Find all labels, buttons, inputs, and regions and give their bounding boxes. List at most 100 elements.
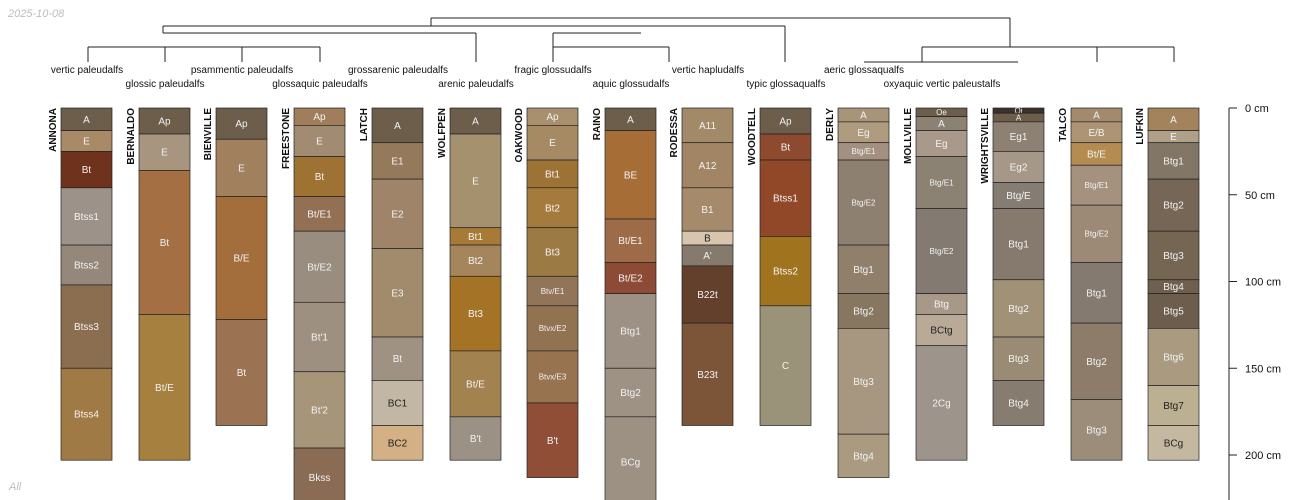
horizon (681, 265, 734, 324)
horizon (604, 218, 657, 263)
horizon-label: A (1016, 113, 1022, 122)
horizon-label: Bt/E (155, 383, 174, 394)
horizon (915, 130, 968, 157)
profile-rodessa: RODESSA A11 A12 B1 B A' B22t B23t (669, 107, 734, 426)
horizon-label: Bt2 (545, 203, 560, 214)
horizon (604, 293, 657, 369)
horizon (138, 107, 191, 135)
horizon-label: B/E (233, 254, 249, 265)
horizon (293, 156, 346, 197)
horizon (681, 187, 734, 232)
horizon-label: Btg/E2 (851, 198, 876, 207)
horizon (759, 159, 812, 237)
profile-name: WOODTELL (747, 108, 758, 165)
horizon (915, 156, 968, 209)
horizon-label: B23t (697, 370, 718, 381)
horizon (915, 345, 968, 461)
horizon (992, 121, 1045, 152)
horizon-label: A' (703, 251, 712, 262)
horizon-label: Btg2 (1086, 357, 1107, 368)
taxon-label: grossarenic paleudalfs (348, 65, 448, 76)
profile-name: LUFKIN (1135, 108, 1146, 145)
horizon (759, 133, 812, 161)
horizon (526, 124, 579, 161)
horizon-label: A (627, 115, 634, 126)
horizon-label: Btg2 (1008, 304, 1029, 315)
horizon (371, 107, 424, 144)
horizon (992, 208, 1045, 281)
horizon-label: B't (547, 436, 559, 447)
horizon (759, 305, 812, 426)
horizon-label: B (704, 234, 711, 245)
horizon-label: Btg1 (1086, 288, 1107, 299)
profile-name: OAKWOOD (514, 108, 525, 162)
horizon-label: A (472, 117, 479, 128)
horizon-label: Btg/E1 (929, 178, 954, 187)
horizon-label: E (83, 136, 90, 147)
horizon-label: B22t (697, 290, 718, 301)
profile-oakwood: OAKWOOD Ap E Bt1 Bt2 Bt3 Btv/E1 Btvx/E2 Btvx/E3 B… (514, 107, 579, 478)
horizon-label: Bt/E (1087, 149, 1106, 160)
horizon-label: Btss4 (74, 410, 99, 421)
axis-tick-label: 150 cm (1245, 363, 1281, 375)
horizon (1070, 204, 1123, 263)
horizon-label: Ap (779, 117, 792, 128)
horizon-label: BC1 (388, 398, 408, 409)
horizon-label: Bt/E1 (618, 236, 643, 247)
horizon-label: E1 (391, 156, 404, 167)
horizon (1070, 399, 1123, 461)
axis-tick-label: 100 cm (1245, 277, 1281, 289)
horizon-label: Bt/E1 (307, 209, 332, 220)
horizon-label: A (860, 110, 867, 121)
horizon-label: Btv/E1 (541, 287, 565, 296)
horizon-label: Btss2 (773, 267, 798, 278)
horizon-label: Btg2 (620, 388, 641, 399)
horizon-label: Btg/E1 (1084, 181, 1109, 190)
horizon-label: Btg7 (1163, 401, 1184, 412)
horizon (759, 236, 812, 307)
horizon-label: A (1170, 115, 1177, 126)
axis-tick-label: 50 cm (1245, 190, 1275, 202)
horizon (215, 138, 268, 197)
profile-annona: ANNONA AE Bt Btss1 Btss2 Btss3 Btss4 (48, 107, 113, 461)
horizon-label: E3 (391, 288, 404, 299)
profile-name: MOLLVILLE (903, 108, 914, 164)
horizon-label: BE (624, 170, 638, 181)
horizon (371, 380, 424, 426)
horizon-label: Bt (315, 172, 325, 183)
horizon (526, 159, 579, 189)
axis-tick-label: 200 cm (1245, 450, 1281, 462)
horizon (837, 327, 890, 435)
horizon-label: BCg (621, 457, 640, 468)
horizon (1147, 385, 1200, 426)
profile-wrightsville: WRIGHTSVILLE OiA Eg1 Eg2 Btg/E Btg1 Btg2 Btg3 Bt… (980, 106, 1045, 426)
horizon-label: Btss1 (773, 194, 798, 205)
horizon-label: Bt1 (545, 169, 560, 180)
horizon-label: Ap (313, 112, 326, 123)
horizon-label: Btss2 (74, 261, 99, 272)
dendrogram (87, 17, 1175, 63)
taxon-label: typic glossaqualfs (747, 79, 826, 90)
horizon-label: Btg/E (1006, 191, 1031, 202)
horizon-label: Eg1 (1010, 132, 1028, 143)
horizon-label: Btg5 (1163, 306, 1184, 317)
horizon (1070, 262, 1123, 324)
taxon-label: psammentic paleudalfs (191, 65, 293, 76)
horizon (915, 208, 968, 294)
horizon-label: 2Cg (932, 398, 950, 409)
taxon-label: fragic glossudalfs (514, 65, 591, 76)
horizon-label: Bt'2 (311, 405, 328, 416)
horizon-label: A11 (699, 121, 716, 132)
taxon-label: aeric glossaqualfs (824, 65, 904, 76)
horizon (293, 230, 346, 303)
horizon (215, 196, 268, 321)
horizon-label: BC2 (388, 438, 408, 449)
horizon (992, 182, 1045, 209)
profile-wolfpen: WOLFPEN A E Bt1 Bt2 Bt3 Bt/E B't (437, 107, 502, 461)
profile-freestone: FREESTONE Ap E Bt Bt/E1 Bt/E2 Bt'1 Bt'2 Bkss (281, 107, 346, 500)
horizon-label: Ap (235, 119, 248, 130)
horizon-label: E (238, 163, 245, 174)
